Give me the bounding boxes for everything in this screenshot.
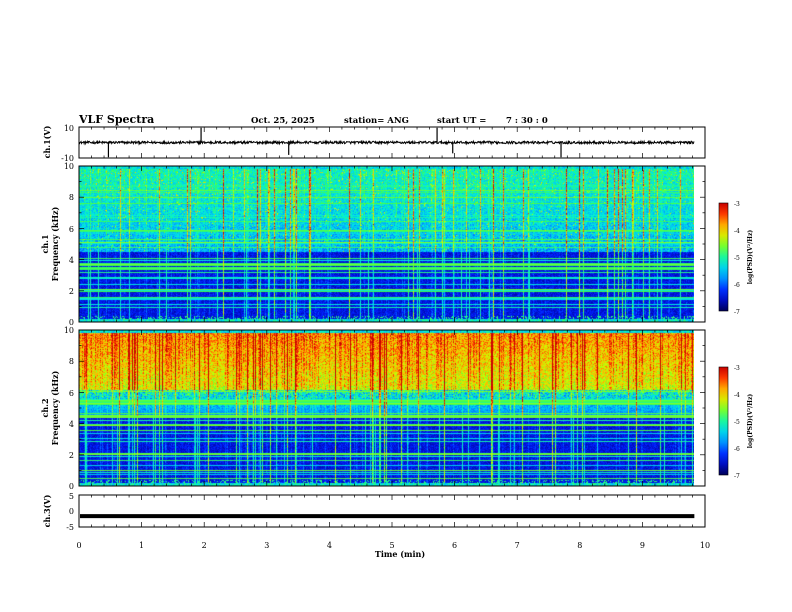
ch1-ylabel-frequency: Frequency (kHz) — [50, 206, 60, 281]
ch1-ytick-bottom: -10 — [61, 154, 74, 163]
x-axis: 0 1 2 3 4 5 6 7 8 9 10 Time (min) — [76, 541, 710, 559]
ch1-spectrogram-ticks — [78, 165, 706, 323]
ch1-waveform-spikes — [107, 127, 562, 158]
xtick-6: 6 — [452, 541, 457, 550]
ch3-waveform-ticks — [78, 495, 706, 527]
ch3-ylabel: ch.3(V) — [42, 494, 52, 527]
ch1-ytick-2: 2 — [69, 287, 74, 296]
start-ut-label: start UT = — [437, 116, 486, 126]
xtick-10: 10 — [700, 541, 710, 550]
ch1-ytick-10: 10 — [64, 162, 74, 171]
figure-title: VLF Spectra — [78, 113, 154, 126]
ch1-waveform-trace — [78, 139, 695, 146]
ch2-cbar-tick-m3: -3 — [734, 365, 740, 372]
ch2-cbar-tick-m5: -5 — [734, 419, 740, 426]
ch1-spectrogram-image — [79, 166, 694, 322]
ch2-colorbar-label: log(PSD)(V²/Hz) — [747, 394, 754, 449]
ch2-ytick-2: 2 — [69, 451, 74, 460]
xtick-9: 9 — [640, 541, 645, 550]
ch1-cbar-tick-m6: -6 — [734, 282, 740, 289]
xtick-3: 3 — [264, 541, 269, 550]
ch1-colorbar: -3 -4 -5 -6 -7 log(PSD)(V²/Hz) — [718, 201, 754, 316]
ch2-ylabel-frequency: Frequency (kHz) — [50, 370, 60, 445]
ch2-cbar-tick-m7: -7 — [734, 473, 740, 480]
ch1-cbar-tick-m7: -7 — [734, 309, 740, 316]
xtick-4: 4 — [327, 541, 332, 550]
ch2-ytick-6: 6 — [69, 389, 74, 398]
ch1-cbar-tick-m5: -5 — [734, 255, 740, 262]
ch1-ytick-8: 8 — [69, 193, 74, 202]
ch2-colorbar-gradient — [718, 366, 729, 476]
ch1-ytick-4: 4 — [69, 256, 74, 265]
ch2-cbar-tick-m4: -4 — [734, 392, 740, 399]
ch1-spectrogram-panel: 0 2 4 6 8 10 ch.1 Frequency (kHz) — [40, 162, 706, 327]
xtick-7: 7 — [515, 541, 520, 550]
x-axis-label: Time (min) — [375, 549, 425, 559]
ch2-spectrogram-panel: 0 2 4 6 8 10 ch.2 Frequency (kHz) — [40, 326, 706, 491]
ch1-ylabel-channel: ch.1 — [40, 234, 50, 253]
ch1-waveform-ticks — [78, 127, 706, 158]
ch1-ytick-top: 10 — [64, 124, 74, 133]
date-label: Oct. 25, 2025 — [251, 116, 315, 126]
xtick-5: 5 — [389, 541, 394, 550]
ch3-waveform-frame — [78, 494, 706, 528]
ch3-ytick-5: 5 — [69, 492, 74, 501]
ch1-ytick-6: 6 — [69, 225, 74, 234]
ch1-cbar-tick-m3: -3 — [734, 201, 740, 208]
ch2-ytick-4: 4 — [69, 420, 74, 429]
ch2-ytick-10: 10 — [64, 326, 74, 335]
ch1-cbar-tick-m4: -4 — [734, 228, 740, 235]
xtick-2: 2 — [202, 541, 207, 550]
ch2-colorbar: -3 -4 -5 -6 -7 log(PSD)(V²/Hz) — [718, 365, 754, 480]
ch3-ytick-0: 0 — [69, 507, 74, 516]
ch2-ytick-8: 8 — [69, 357, 74, 366]
ch1-colorbar-gradient — [718, 202, 729, 312]
ch2-ylabel-channel: ch.2 — [40, 398, 50, 417]
ch3-waveform-panel: 5 0 -5 ch.3(V) — [42, 492, 706, 532]
xtick-8: 8 — [577, 541, 582, 550]
ch2-cbar-tick-m6: -6 — [734, 446, 740, 453]
xtick-1: 1 — [139, 541, 144, 550]
ch2-spectrogram-image — [79, 330, 694, 486]
ch2-spectrogram-ticks — [78, 329, 706, 487]
xtick-0: 0 — [76, 541, 81, 550]
start-time-value: 7 : 30 : 0 — [506, 116, 548, 126]
ch2-ytick-0: 0 — [69, 482, 74, 491]
ch1-ylabel: ch.1(V) — [42, 125, 52, 158]
ch1-waveform-panel: 10 -10 ch.1(V) — [42, 124, 706, 163]
ch3-ytick-m5: -5 — [66, 523, 74, 532]
ch1-ytick-0: 0 — [69, 318, 74, 327]
station-label: station= ANG — [344, 116, 409, 126]
ch1-colorbar-label: log(PSD)(V²/Hz) — [747, 230, 754, 285]
